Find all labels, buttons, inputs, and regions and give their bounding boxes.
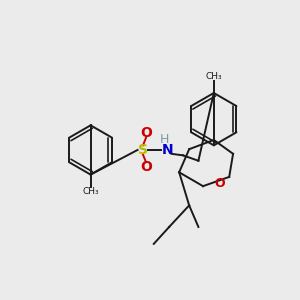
Text: S: S [138,143,148,157]
Text: H: H [160,134,169,146]
Text: O: O [140,160,152,174]
Text: O: O [215,177,225,190]
Text: CH₃: CH₃ [82,187,99,196]
Text: N: N [162,143,173,157]
Text: O: O [140,126,152,140]
Text: CH₃: CH₃ [206,72,222,81]
